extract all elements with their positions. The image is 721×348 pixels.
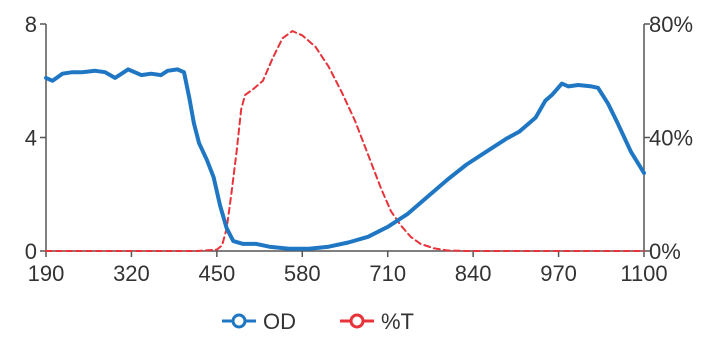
series-line-t xyxy=(45,30,645,252)
x-ticks: 190 320 450 580 710 840 970 1100 xyxy=(28,251,668,286)
legend-label: OD xyxy=(263,309,296,334)
legend: OD %T xyxy=(222,309,414,334)
x-tick-label: 450 xyxy=(198,261,235,286)
right-tick-label: 40% xyxy=(649,126,693,151)
legend-label: %T xyxy=(381,309,414,334)
x-tick-label: 710 xyxy=(369,261,406,286)
x-tick-label: 580 xyxy=(284,261,321,286)
series-line-od xyxy=(44,67,646,251)
series-lines xyxy=(44,30,646,252)
x-tick-label: 1100 xyxy=(620,261,667,286)
left-tick-label: 8 xyxy=(25,12,37,37)
legend-marker xyxy=(349,313,365,329)
right-tick-label: 0% xyxy=(649,239,681,264)
x-tick-label: 320 xyxy=(113,261,150,286)
plot-area: 0 4 8 0% 40% 80% 190 320 450 580 710 840 970 1100 xyxy=(25,12,693,286)
left-tick-label: 0 xyxy=(25,239,37,264)
left-tick-label: 4 xyxy=(25,126,37,151)
right-tick-label: 80% xyxy=(649,12,693,37)
right-y-ticks: 0% 40% 80% xyxy=(644,12,693,264)
x-tick-label: 190 xyxy=(28,261,65,286)
x-tick-label: 840 xyxy=(455,261,492,286)
left-y-ticks: 0 4 8 xyxy=(25,12,46,264)
x-tick-label: 970 xyxy=(540,261,577,286)
legend-item: OD xyxy=(222,309,296,334)
legend-marker xyxy=(231,313,247,329)
legend-item: %T xyxy=(340,309,414,334)
